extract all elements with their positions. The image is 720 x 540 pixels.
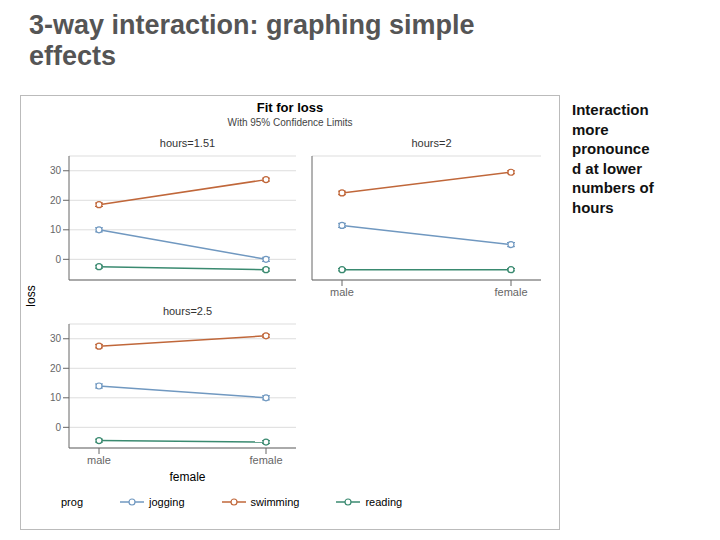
- svg-text:0: 0: [55, 254, 61, 265]
- html-text:hours=2.5: hours=2.5: [162, 305, 213, 317]
- svg-text:female: female: [494, 286, 527, 298]
- svg-text:20: 20: [50, 195, 62, 206]
- html-text:loss: loss: [24, 285, 38, 307]
- html-text:Fit for loss: Fit for loss: [256, 100, 324, 115]
- html-text:effects: effects: [29, 41, 116, 71]
- svg-text:0: 0: [55, 422, 61, 433]
- html-text:swimming: swimming: [250, 496, 300, 508]
- svg-text:10: 10: [50, 392, 62, 403]
- html-text:Interaction more pronounce d a: Interaction more pronounce d at lower nu…: [572, 101, 654, 216]
- html-text:prog: prog: [61, 496, 83, 508]
- svg-text:male: male: [330, 286, 354, 298]
- html-text:female: female: [169, 470, 206, 484]
- html-text:hours=1.51: hours=1.51: [159, 137, 216, 149]
- html-text:reading: reading: [365, 496, 403, 508]
- html-text:jogging: jogging: [149, 496, 185, 508]
- svg-text:30: 30: [50, 165, 62, 176]
- svg-text:30: 30: [50, 333, 62, 344]
- svg-text:20: 20: [50, 363, 62, 374]
- html-text:hours=2: hours=2: [411, 137, 452, 149]
- svg-text:10: 10: [50, 224, 62, 235]
- html-text:3-way interaction: graphing si: 3-way interaction: graphing simple: [29, 10, 475, 40]
- svg-text:female: female: [249, 454, 282, 466]
- html-text:With 95% Confidence Limits: With 95% Confidence Limits: [227, 117, 353, 128]
- svg-text:male: male: [87, 454, 111, 466]
